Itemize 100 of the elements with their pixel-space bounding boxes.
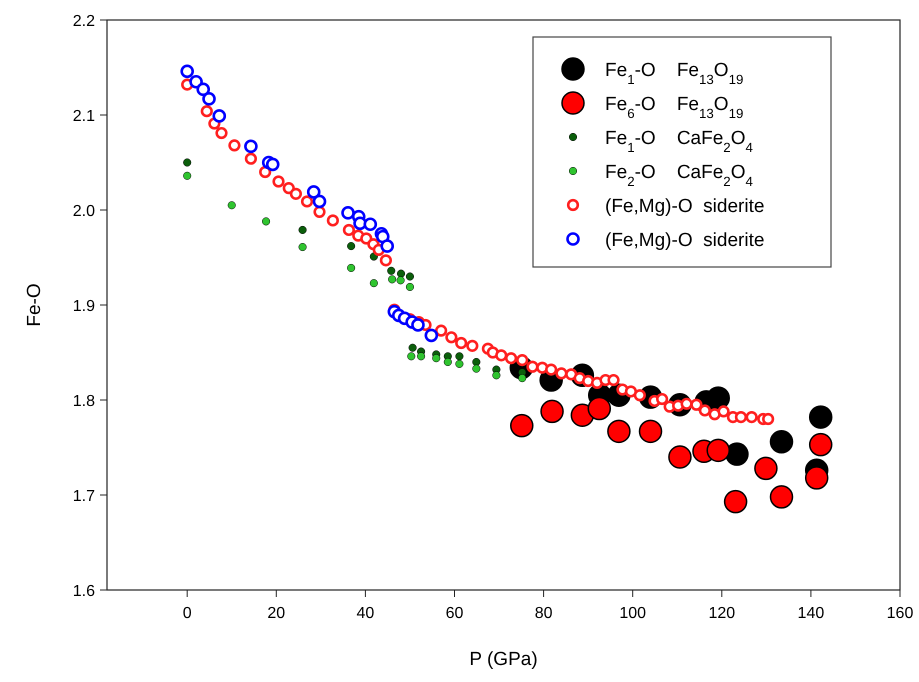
point	[808, 405, 832, 429]
point	[444, 358, 452, 366]
point	[455, 336, 468, 350]
point	[212, 109, 226, 123]
x-tick-label: 120	[708, 605, 736, 622]
point	[396, 276, 405, 284]
point	[411, 318, 425, 332]
point	[290, 188, 302, 200]
point	[472, 358, 480, 366]
y-tick-label: 1.7	[72, 488, 96, 505]
x-tick-label: 20	[267, 605, 286, 622]
x-tick-label: 140	[798, 605, 824, 622]
point	[518, 374, 526, 382]
y-tick-label: 2.2	[72, 13, 96, 30]
x-tick-label: 160	[886, 605, 914, 622]
point	[298, 243, 307, 252]
point	[313, 206, 326, 218]
x-tick-label: 40	[356, 605, 374, 622]
x-tick-label: 100	[619, 605, 646, 622]
point	[455, 352, 464, 360]
point	[445, 331, 458, 344]
point	[298, 226, 307, 234]
y-tick-label: 1.6	[72, 583, 96, 600]
point	[762, 412, 774, 426]
point	[668, 445, 692, 469]
point	[725, 442, 749, 466]
point	[690, 398, 703, 411]
legend-label: (Fe,Mg)-O siderite	[605, 230, 764, 251]
point	[406, 272, 414, 281]
point	[202, 92, 216, 106]
point	[734, 411, 748, 424]
point	[189, 74, 203, 89]
point	[540, 400, 564, 424]
point	[183, 158, 192, 167]
point	[770, 485, 794, 509]
legend-label: Fe$_{6}$-O Fe$_{13}$O$_{19}$	[605, 94, 744, 120]
point	[708, 408, 721, 420]
point	[435, 324, 448, 337]
point	[510, 414, 534, 438]
y-tick-label: 2.1	[72, 108, 96, 125]
point	[698, 404, 711, 417]
point	[407, 352, 416, 360]
point	[244, 152, 257, 165]
point	[408, 344, 417, 352]
point	[432, 354, 440, 362]
x-axis-title: P (GPa)	[469, 649, 538, 670]
legend-label: Fe$_{1}$-O Fe$_{13}$O$_{19}$	[605, 60, 744, 86]
y-tick-label: 2.0	[72, 203, 96, 220]
point	[342, 224, 356, 236]
point	[526, 360, 539, 373]
point	[770, 430, 794, 454]
point	[495, 349, 508, 362]
point	[180, 64, 194, 78]
point	[804, 466, 828, 490]
point	[347, 242, 356, 250]
point	[588, 396, 612, 420]
point	[306, 185, 321, 199]
x-tick-label: 0	[182, 605, 192, 622]
point	[363, 217, 378, 232]
point	[555, 367, 568, 380]
point	[472, 364, 480, 373]
point	[244, 140, 258, 154]
point	[754, 456, 778, 480]
point	[228, 201, 236, 210]
point	[466, 340, 478, 352]
point	[376, 230, 390, 244]
point	[504, 352, 518, 364]
point	[312, 194, 326, 208]
point	[607, 420, 631, 444]
point	[326, 214, 339, 227]
point	[656, 392, 668, 406]
point	[607, 374, 620, 386]
legend-label: Fe$_{1}$-O CaFe$_{2}$O$_{4}$	[605, 128, 753, 154]
point	[282, 182, 295, 194]
point	[565, 368, 578, 380]
point	[492, 371, 500, 380]
point	[387, 266, 396, 275]
point	[396, 270, 406, 278]
y-axis-title: Fe-O	[24, 283, 45, 327]
point	[545, 364, 558, 376]
point	[272, 175, 285, 188]
x-tick-label: 60	[446, 605, 464, 622]
point	[706, 438, 730, 462]
legend-label: Fe$_{2}$-O CaFe$_{2}$O$_{4}$	[605, 162, 753, 188]
point	[717, 405, 730, 418]
point	[215, 126, 228, 140]
point	[200, 105, 213, 118]
point	[228, 139, 241, 152]
point	[808, 432, 832, 456]
point	[300, 195, 314, 208]
point	[634, 389, 646, 402]
x-tick-label: 80	[534, 605, 553, 622]
point	[262, 217, 270, 226]
point	[638, 420, 662, 444]
legend-label: (Fe,Mg)-O siderite	[605, 196, 764, 217]
point	[406, 282, 414, 291]
point	[424, 328, 438, 342]
point	[266, 158, 280, 172]
point	[624, 385, 638, 398]
point	[388, 275, 396, 284]
